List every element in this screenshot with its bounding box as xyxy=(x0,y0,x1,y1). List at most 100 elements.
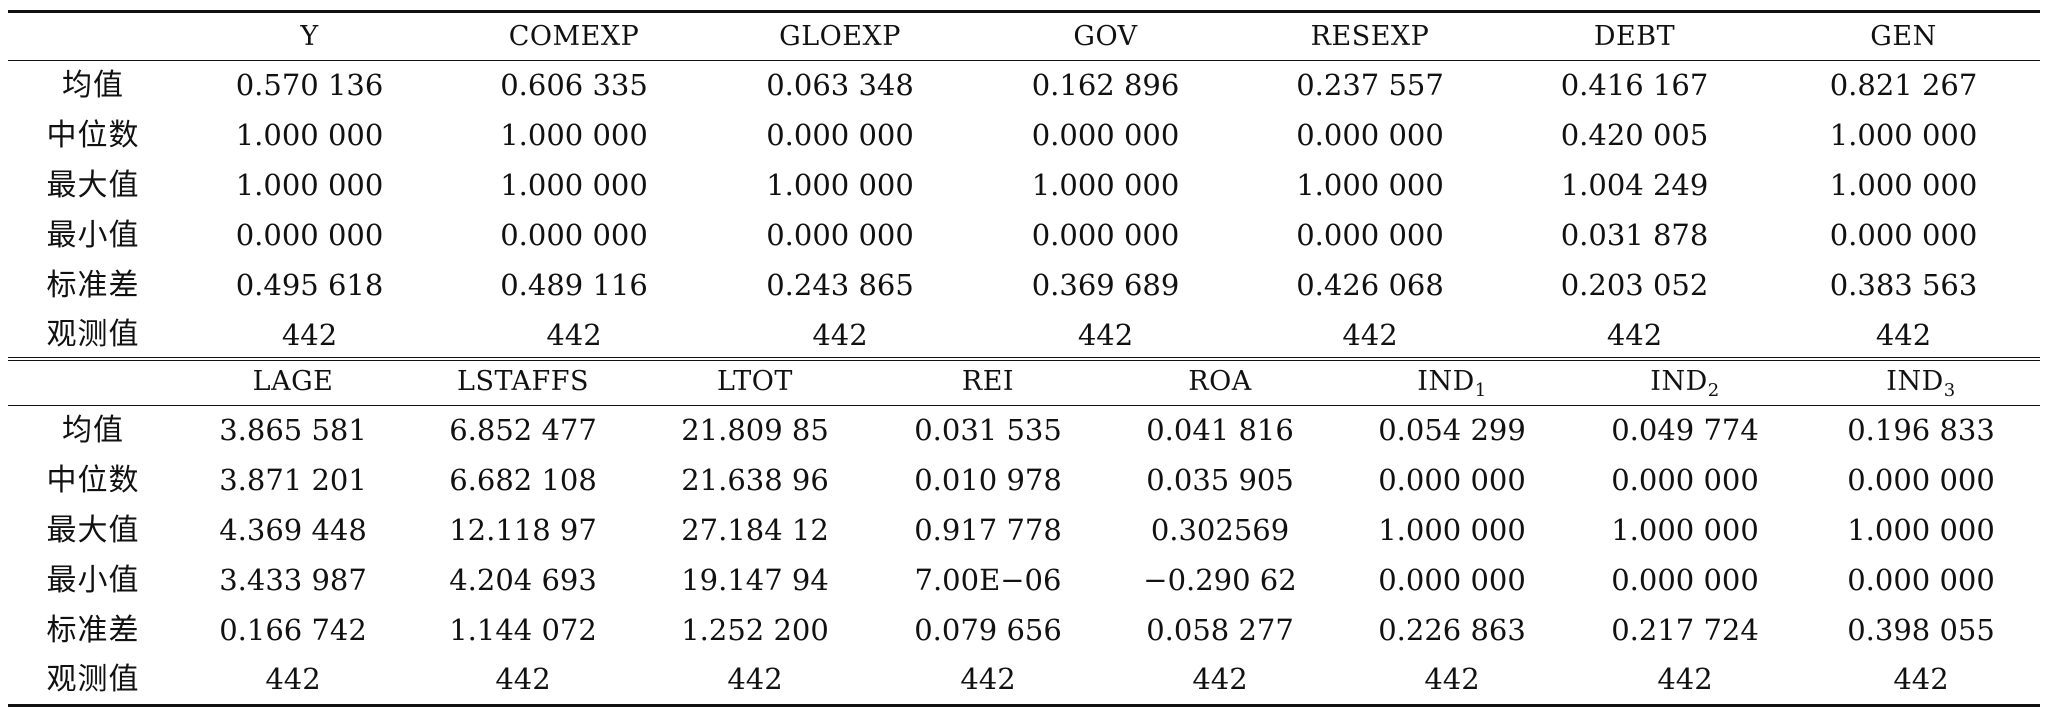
table-row: 中位数 3.871 201 6.682 108 21.638 96 0.010 … xyxy=(8,456,2040,506)
table-row: 标准差 0.495 618 0.489 116 0.243 865 0.369 … xyxy=(8,261,2040,311)
column-header: Y xyxy=(178,10,441,61)
table-cell: 0.420 005 xyxy=(1560,118,1709,152)
table-cell: 21.809 85 xyxy=(681,413,829,448)
column-header: LTOT xyxy=(638,357,872,406)
table-cell: 0.000 000 xyxy=(1031,118,1180,152)
header-row: Y COMEXP GLOEXP GOV RESEXP DEBT GEN xyxy=(8,10,2040,61)
row-label: 最小值 xyxy=(46,217,140,253)
table-cell: 0.000 000 xyxy=(766,118,914,152)
row-label: 观测值 xyxy=(8,310,178,361)
row-label: 中位数 xyxy=(46,117,140,153)
table-cell: 0.000 000 xyxy=(500,218,648,252)
column-header: RESEXP xyxy=(1238,10,1502,61)
table-cell: 0.243 865 xyxy=(766,268,914,302)
table-cell: 442 xyxy=(1502,310,1767,361)
row-label: 最大值 xyxy=(46,167,140,203)
table-cell: 0.079 656 xyxy=(914,613,1062,647)
table-cell: 442 xyxy=(1767,310,2040,361)
table-cell: 0.063 348 xyxy=(766,68,914,103)
column-header: GEN xyxy=(1767,10,2040,61)
table-cell: 1.000 000 xyxy=(1829,118,1978,152)
table-cell: 3.433 987 xyxy=(219,563,367,597)
table-cell: 1.000 000 xyxy=(500,118,648,152)
column-header: GLOEXP xyxy=(707,10,973,61)
table-cell: 0.035 905 xyxy=(1146,463,1294,497)
table-cell: 0.166 742 xyxy=(219,613,367,647)
table-cell: 3.865 581 xyxy=(219,413,367,448)
table-row: 观测值 442 442 442 442 442 442 442 442 xyxy=(8,655,2040,707)
table-cell: 0.426 068 xyxy=(1296,268,1444,302)
table-cell: 0.054 299 xyxy=(1378,413,1526,448)
table-cell: 0.489 116 xyxy=(500,268,648,302)
table-row: 最小值 0.000 000 0.000 000 0.000 000 0.000 … xyxy=(8,211,2040,261)
table-cell: 442 xyxy=(973,310,1238,361)
corner-cell xyxy=(8,357,178,406)
table-cell: 1.000 000 xyxy=(1378,513,1526,547)
table-cell: 1.000 000 xyxy=(1611,513,1759,547)
table-cell: 0.196 833 xyxy=(1847,413,1995,448)
table-cell: 0.383 563 xyxy=(1829,268,1978,302)
row-label: 标准差 xyxy=(46,267,140,303)
table-cell: 0.000 000 xyxy=(1296,118,1444,152)
column-header: ROA xyxy=(1104,357,1336,406)
table-cell: 0.000 000 xyxy=(1847,563,1995,597)
table-row: 均值 0.570 136 0.606 335 0.063 348 0.162 8… xyxy=(8,61,2040,111)
table-cell: 0.237 557 xyxy=(1296,68,1444,103)
table-cell: 0.495 618 xyxy=(235,268,384,302)
table-cell: 442 xyxy=(178,655,408,707)
table-cell: 1.000 000 xyxy=(766,168,914,202)
corner-cell xyxy=(8,10,178,61)
table-cell: 0.821 267 xyxy=(1829,68,1978,103)
table-cell: 19.147 94 xyxy=(681,563,829,597)
table-cell: 1.000 000 xyxy=(500,168,648,202)
table-cell: 0.000 000 xyxy=(1296,218,1444,252)
table-cell: 0.416 167 xyxy=(1560,68,1709,103)
table-cell: −0.290 62 xyxy=(1143,563,1297,597)
table-row: 均值 3.865 581 6.852 477 21.809 85 0.031 5… xyxy=(8,406,2040,456)
table-cell: 4.204 693 xyxy=(449,563,597,597)
table-cell: 442 xyxy=(872,655,1104,707)
table-cell: 442 xyxy=(638,655,872,707)
column-header: IND1 xyxy=(1336,357,1568,406)
column-header: IND2 xyxy=(1568,357,1802,406)
row-label: 观测值 xyxy=(8,655,178,707)
table-cell: 0.031 535 xyxy=(914,413,1062,448)
table-cell: 442 xyxy=(1802,655,2040,707)
table-cell: 0.000 000 xyxy=(1611,463,1759,497)
table-cell: 4.369 448 xyxy=(219,513,367,547)
table-cell: 1.004 249 xyxy=(1560,168,1709,202)
row-label: 最大值 xyxy=(46,512,140,548)
table-row: 观测值 442 442 442 442 442 442 442 xyxy=(8,310,2040,361)
row-label: 最小值 xyxy=(46,562,140,598)
table-cell: 0.000 000 xyxy=(235,218,384,252)
table-cell: 1.000 000 xyxy=(1031,168,1180,202)
table-cell: 0.000 000 xyxy=(1829,218,1978,252)
table-cell: 0.000 000 xyxy=(1378,463,1526,497)
column-header: IND3 xyxy=(1802,357,2040,406)
table-cell: 1.000 000 xyxy=(1847,513,1995,547)
row-label: 标准差 xyxy=(46,612,140,648)
table-cell: 3.871 201 xyxy=(219,463,367,497)
table-row: 标准差 0.166 742 1.144 072 1.252 200 0.079 … xyxy=(8,606,2040,656)
table-cell: 0.000 000 xyxy=(766,218,914,252)
table-cell: 0.226 863 xyxy=(1378,613,1526,647)
table-cell: 0.162 896 xyxy=(1031,68,1180,103)
table-cell: 1.252 200 xyxy=(681,613,829,647)
table-cell: 27.184 12 xyxy=(681,513,829,547)
table-cell: 0.606 335 xyxy=(500,68,648,103)
table-cell: 442 xyxy=(178,310,441,361)
table-row: 最小值 3.433 987 4.204 693 19.147 94 7.00E−… xyxy=(8,556,2040,606)
table-row: 最大值 4.369 448 12.118 97 27.184 12 0.917 … xyxy=(8,506,2040,556)
table-cell: 0.369 689 xyxy=(1031,268,1180,302)
table-cell: 1.000 000 xyxy=(1296,168,1444,202)
table-cell: 12.118 97 xyxy=(449,513,597,547)
table-cell: 0.917 778 xyxy=(914,513,1062,547)
table-cell: 6.682 108 xyxy=(449,463,597,497)
table-cell: 442 xyxy=(1104,655,1336,707)
table-cell: 6.852 477 xyxy=(449,413,597,448)
table-cell: 0.049 774 xyxy=(1611,413,1759,448)
column-header: DEBT xyxy=(1502,10,1767,61)
table-cell: 442 xyxy=(1336,655,1568,707)
table-cell: 21.638 96 xyxy=(681,463,829,497)
row-label: 中位数 xyxy=(46,462,140,498)
